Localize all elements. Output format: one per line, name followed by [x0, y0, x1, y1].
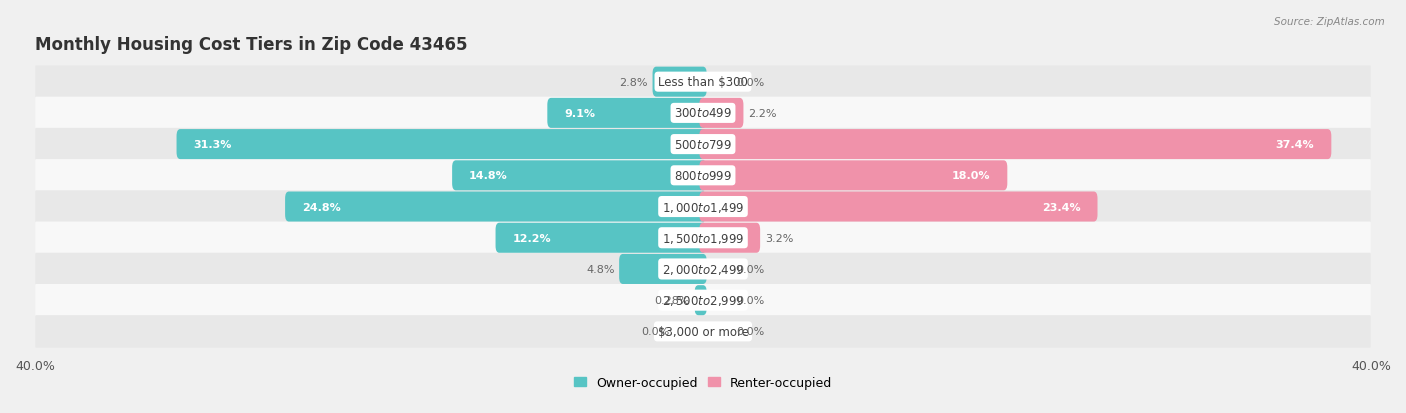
Text: 14.8%: 14.8%: [470, 171, 508, 181]
Text: 4.8%: 4.8%: [586, 264, 614, 274]
Text: 0.0%: 0.0%: [737, 78, 765, 88]
Text: $800 to $999: $800 to $999: [673, 169, 733, 183]
Text: $300 to $499: $300 to $499: [673, 107, 733, 120]
Text: 0.28%: 0.28%: [654, 295, 690, 306]
FancyBboxPatch shape: [35, 316, 1371, 348]
Text: $3,000 or more: $3,000 or more: [658, 325, 748, 338]
Text: $2,500 to $2,999: $2,500 to $2,999: [662, 294, 744, 307]
Text: 31.3%: 31.3%: [194, 140, 232, 150]
Text: 12.2%: 12.2%: [513, 233, 551, 243]
FancyBboxPatch shape: [35, 222, 1371, 254]
FancyBboxPatch shape: [453, 161, 707, 191]
Text: Monthly Housing Cost Tiers in Zip Code 43465: Monthly Housing Cost Tiers in Zip Code 4…: [35, 36, 467, 54]
Text: $500 to $799: $500 to $799: [673, 138, 733, 151]
Text: 0.0%: 0.0%: [737, 295, 765, 306]
FancyBboxPatch shape: [35, 253, 1371, 285]
Text: $1,500 to $1,999: $1,500 to $1,999: [662, 231, 744, 245]
FancyBboxPatch shape: [695, 285, 707, 316]
Text: $1,000 to $1,499: $1,000 to $1,499: [662, 200, 744, 214]
Text: 0.0%: 0.0%: [737, 327, 765, 337]
Text: Source: ZipAtlas.com: Source: ZipAtlas.com: [1274, 17, 1385, 26]
Legend: Owner-occupied, Renter-occupied: Owner-occupied, Renter-occupied: [568, 371, 838, 394]
FancyBboxPatch shape: [619, 254, 707, 284]
FancyBboxPatch shape: [495, 223, 707, 253]
FancyBboxPatch shape: [35, 284, 1371, 317]
Text: 18.0%: 18.0%: [952, 171, 990, 181]
FancyBboxPatch shape: [699, 161, 1007, 191]
FancyBboxPatch shape: [285, 192, 707, 222]
FancyBboxPatch shape: [699, 192, 1098, 222]
FancyBboxPatch shape: [35, 97, 1371, 130]
FancyBboxPatch shape: [699, 130, 1331, 160]
Text: $2,000 to $2,499: $2,000 to $2,499: [662, 262, 744, 276]
FancyBboxPatch shape: [35, 128, 1371, 161]
FancyBboxPatch shape: [652, 67, 707, 97]
Text: 9.1%: 9.1%: [564, 109, 595, 119]
FancyBboxPatch shape: [699, 99, 744, 128]
Text: 0.0%: 0.0%: [737, 264, 765, 274]
FancyBboxPatch shape: [35, 160, 1371, 192]
FancyBboxPatch shape: [35, 191, 1371, 223]
FancyBboxPatch shape: [547, 99, 707, 128]
Text: 23.4%: 23.4%: [1042, 202, 1080, 212]
FancyBboxPatch shape: [35, 66, 1371, 99]
Text: 37.4%: 37.4%: [1275, 140, 1315, 150]
Text: 3.2%: 3.2%: [765, 233, 793, 243]
Text: 0.0%: 0.0%: [641, 327, 669, 337]
Text: Less than $300: Less than $300: [658, 76, 748, 89]
Text: 24.8%: 24.8%: [302, 202, 340, 212]
FancyBboxPatch shape: [177, 130, 707, 160]
Text: 2.2%: 2.2%: [748, 109, 776, 119]
Text: 2.8%: 2.8%: [620, 78, 648, 88]
FancyBboxPatch shape: [699, 223, 761, 253]
